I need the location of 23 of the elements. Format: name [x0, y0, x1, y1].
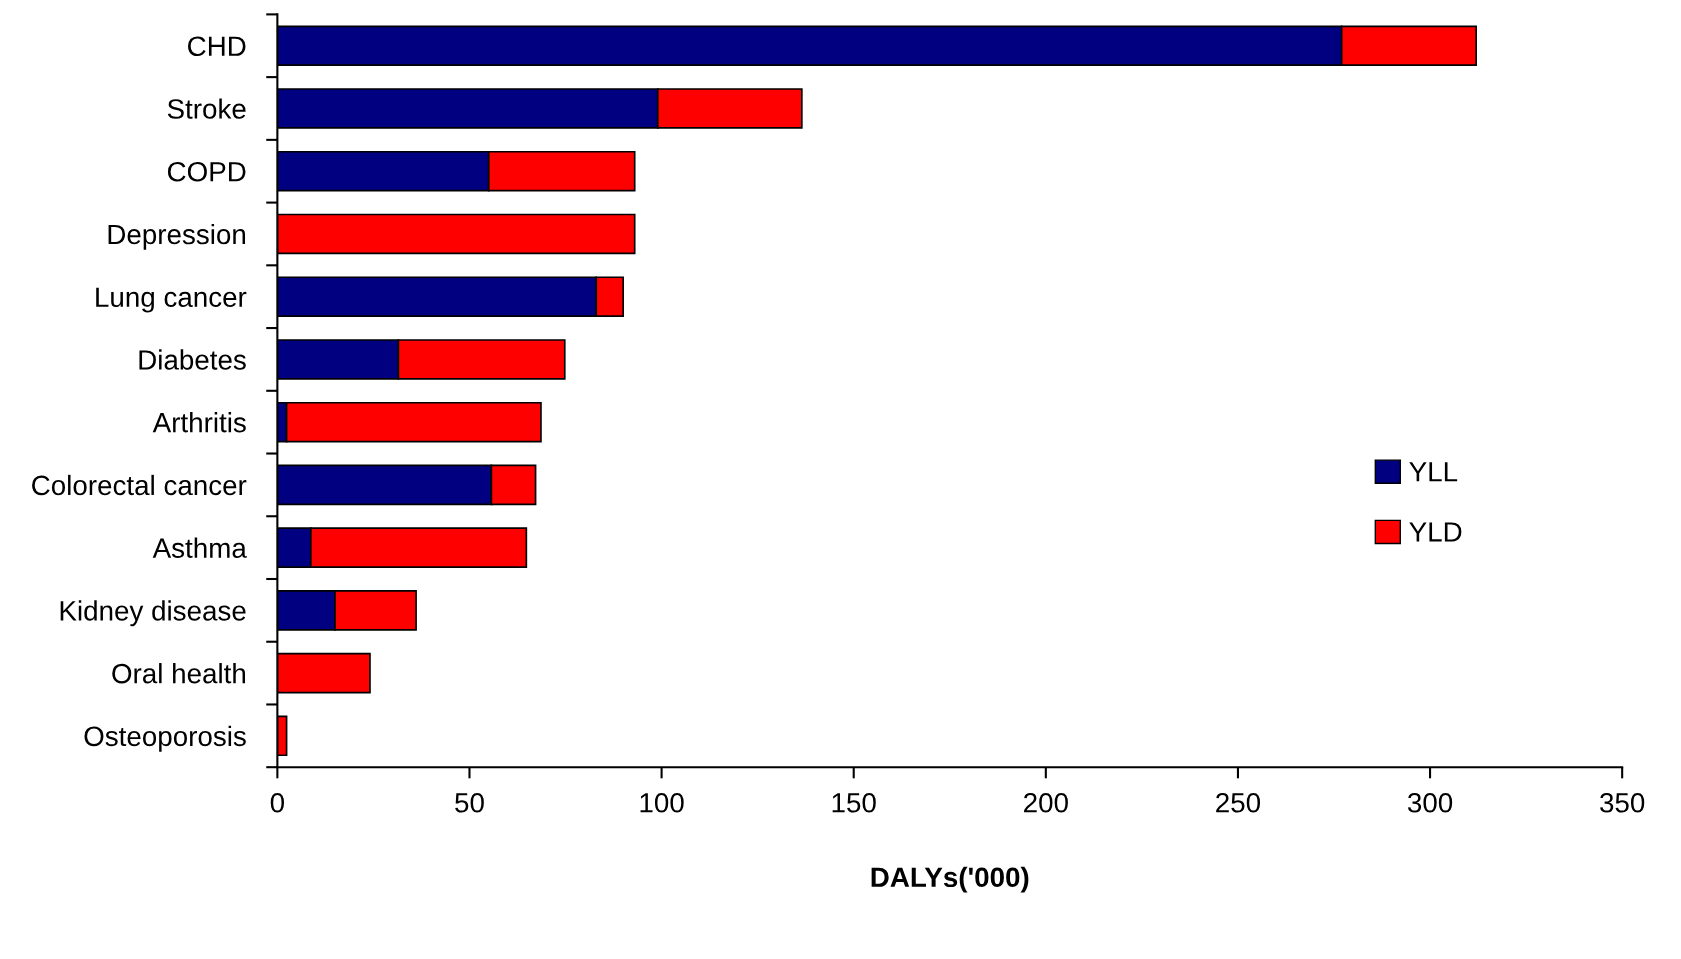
y-tick-label: Osteoporosis: [84, 725, 246, 752]
y-tick-label: COPD: [167, 161, 246, 182]
x-tick-label: 200: [1024, 792, 1068, 813]
x-tick-label: 300: [1407, 792, 1453, 813]
y-tick-label: Stroke: [167, 98, 246, 119]
y-tick-label: CHD: [188, 36, 246, 57]
x-axis-title: DALYs('000): [871, 866, 1029, 893]
x-tick-label: 350: [1600, 792, 1645, 813]
y-tick-label: Colorectal cancer: [32, 474, 247, 496]
x-tick-label: 250: [1216, 792, 1261, 813]
y-tick-label: Lung cancer: [96, 287, 247, 313]
y-tick-label: Arthritis: [152, 412, 246, 433]
legend-label: YLL: [1409, 462, 1458, 482]
y-tick-label: Diabetes: [139, 349, 246, 370]
y-tick-label: Oral health: [112, 663, 246, 684]
x-tick-label: 50: [455, 792, 484, 813]
x-tick-label: 150: [832, 792, 876, 813]
legend-label: YLD: [1409, 522, 1462, 542]
y-tick-label: Asthma: [152, 537, 247, 558]
y-tick-label: Depression: [108, 223, 246, 250]
x-tick-label: 0: [270, 792, 284, 813]
x-tick-label: 100: [640, 792, 684, 813]
y-tick-label: Kidney disease: [60, 600, 246, 627]
